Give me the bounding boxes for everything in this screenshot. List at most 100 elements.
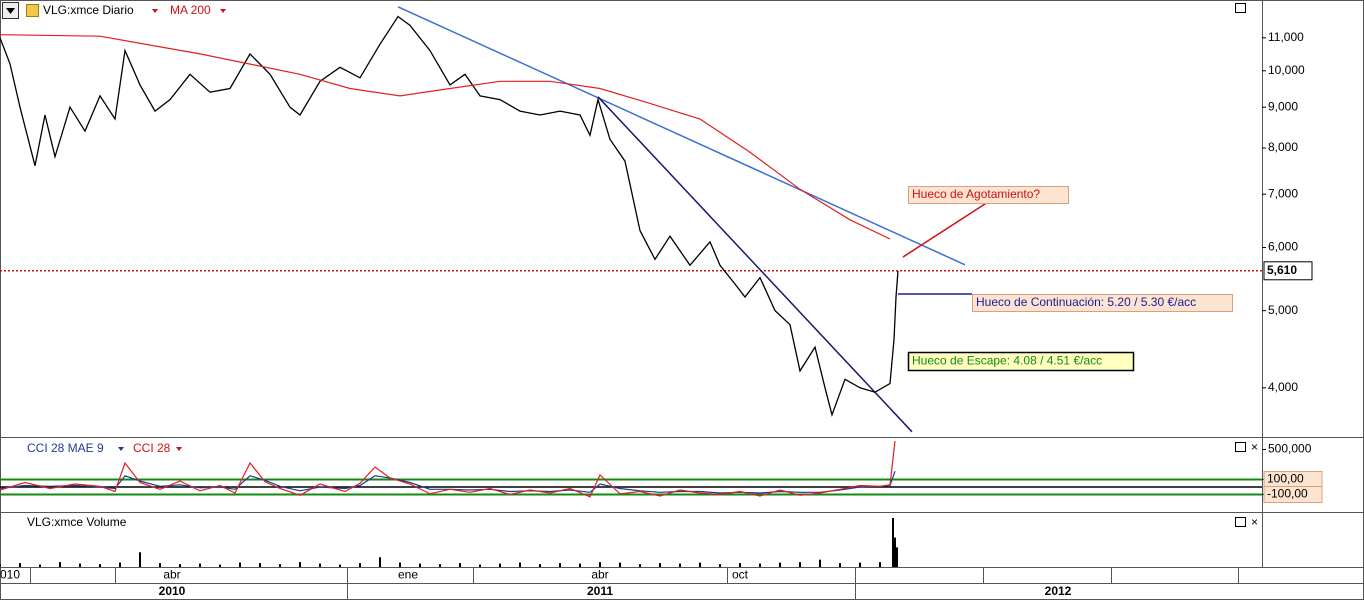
y-tick-label: 6,000 [1268, 240, 1298, 254]
volume-bar [699, 562, 701, 567]
volume-bar [439, 564, 441, 567]
volume-bar [479, 564, 481, 567]
annotation: Hueco de Continuación: 5.20 / 5.30 €/acc [976, 295, 1196, 309]
dropdown-arrow [220, 9, 226, 13]
volume-bar [819, 559, 821, 567]
volume-bar [659, 563, 661, 567]
volume-bar [892, 518, 894, 567]
volume-bar [639, 564, 641, 567]
x-tick-label: oct [732, 568, 749, 582]
close-button[interactable]: × [1251, 515, 1258, 529]
annotation: Hueco de Agotamiento? [912, 187, 1040, 201]
volume-bar [519, 562, 521, 567]
volume-bar [719, 564, 721, 567]
plot-layer: 11,000 10,000 9,000 8,000 7,000 6,000 5,000 4,0… [0, 6, 1323, 567]
y-tick-label: 9,000 [1268, 99, 1298, 113]
y-tick-label: 100,00 [1267, 472, 1304, 486]
time-separators [30, 567, 1239, 600]
volume-bar [19, 563, 21, 567]
volume-bar [539, 564, 541, 567]
volume-bar [879, 562, 881, 567]
menu-arrow [6, 8, 15, 14]
volume-bar [199, 563, 201, 567]
trendline [597, 96, 913, 433]
annotation: Hueco de Escape: 4.08 / 4.51 €/acc [912, 354, 1102, 368]
close-button[interactable]: × [1251, 440, 1258, 454]
volume-bar [279, 564, 281, 567]
x-year-label: 2011 [587, 584, 613, 598]
last-price-box [1263, 261, 1313, 281]
last-price-label: 5,610 [1267, 263, 1297, 277]
volume-bar [739, 563, 741, 567]
dropdown-arrow [118, 447, 124, 451]
volume-bar [99, 564, 101, 567]
y-tick-label: 4,000 [1268, 380, 1298, 394]
x-tick-label: 010 [0, 568, 20, 582]
volume-bar [159, 563, 161, 567]
annotation-arrow [902, 201, 989, 258]
volume-bar [599, 562, 601, 567]
symbol-name[interactable]: VLG:xmce Diario [43, 3, 134, 17]
volume-bar [559, 563, 561, 567]
dropdown-arrow [152, 9, 158, 13]
x-year-label: 2010 [159, 584, 186, 598]
y-tick-label: 7,000 [1268, 186, 1298, 200]
indicator-name[interactable]: MA 200 [170, 3, 211, 17]
volume-bar [759, 563, 761, 567]
volume-bar [79, 563, 81, 567]
x-tick-label: abr [163, 568, 180, 582]
volume-label: VLG:xmce Volume [27, 515, 127, 529]
volume-bar [299, 562, 301, 567]
volume-bar [359, 563, 361, 567]
volume-bar [419, 563, 421, 567]
volume-bar [239, 562, 241, 567]
trendline [397, 6, 966, 266]
volume-bar [619, 562, 621, 567]
maximize-button[interactable] [1235, 3, 1246, 13]
series-line [0, 34, 891, 240]
y-tick-label: 10,000 [1268, 63, 1305, 77]
series-line [0, 15, 899, 417]
volume-bar [59, 562, 61, 567]
x-tick-label: abr [591, 568, 608, 582]
x-year-label: 2012 [1045, 584, 1072, 598]
annotation-box [972, 294, 1233, 312]
x-tick-label: ene [398, 568, 418, 582]
series-line [0, 440, 896, 498]
volume-bar [379, 557, 381, 567]
volume-bar [119, 562, 121, 567]
annotation-box [908, 186, 1069, 204]
volume-bar [579, 563, 581, 567]
y-tick-label: 8,000 [1268, 140, 1298, 154]
volume-bar [139, 552, 141, 567]
symbol-icon [26, 4, 39, 17]
cci-label: CCI 28 [133, 441, 171, 455]
volume-bar [896, 547, 898, 567]
y-tick-label: -100,00 [1267, 487, 1308, 501]
volume-bar [894, 537, 896, 567]
annotation-box [907, 351, 1135, 372]
volume-bar [179, 564, 181, 567]
volume-bar [799, 562, 801, 567]
maximize-button[interactable] [1235, 442, 1246, 452]
volume-bar [499, 563, 501, 567]
volume-bar [339, 564, 341, 567]
volume-bar [779, 562, 781, 567]
volume-bar [319, 563, 321, 567]
volume-bar [259, 563, 261, 567]
dropdown-arrow [176, 447, 182, 451]
volume-bar [39, 564, 41, 567]
volume-bar [0, 564, 1, 567]
volume-bar [219, 564, 221, 567]
y-tick-label: 5,000 [1268, 303, 1298, 317]
maximize-button[interactable] [1235, 517, 1246, 527]
volume-bar [859, 562, 861, 567]
level-label-box [1263, 486, 1323, 504]
volume-bar [399, 562, 401, 567]
y-tick-label: 11,000 [1268, 30, 1304, 44]
y-tick-label: 500,000 [1268, 442, 1312, 456]
volume-bar [839, 563, 841, 567]
volume-bar [679, 563, 681, 567]
cci-mae-label: CCI 28 MAE 9 [27, 441, 104, 455]
